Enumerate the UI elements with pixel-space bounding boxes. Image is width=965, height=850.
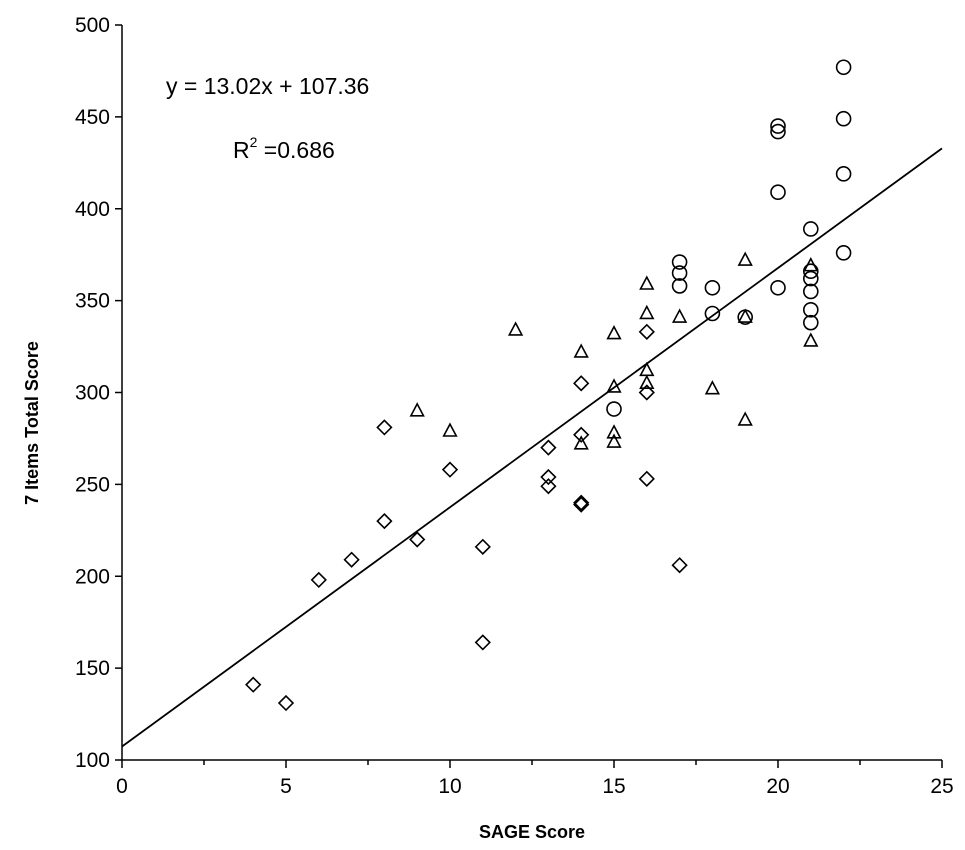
diamond-point xyxy=(409,531,426,548)
r-squared-exponent: 2 xyxy=(250,134,258,150)
triangle-point xyxy=(737,308,753,323)
circle-point xyxy=(770,279,786,296)
triangle-point xyxy=(573,343,589,358)
diamond-point xyxy=(474,538,491,555)
circle-point xyxy=(802,221,819,237)
triangle-point xyxy=(737,411,753,426)
diamond-point xyxy=(573,496,590,513)
diamond-point xyxy=(376,512,393,530)
diamond-point xyxy=(474,634,491,651)
triangle-point xyxy=(606,378,622,393)
y-tick-label: 400 xyxy=(75,198,110,221)
triangle-point xyxy=(639,275,655,290)
circle-point xyxy=(704,305,721,322)
regression-equation: y = 13.02x + 107.36 xyxy=(166,73,369,99)
diamond-point xyxy=(638,470,655,487)
r-squared-label: R2 =0.686 xyxy=(233,134,335,163)
x-tick-label: 0 xyxy=(116,775,128,798)
circle-point xyxy=(737,309,754,325)
diamond-point xyxy=(671,557,688,574)
circle-point xyxy=(802,283,819,300)
circle-point xyxy=(802,302,819,318)
x-tick-label: 20 xyxy=(766,775,789,798)
triangle-point xyxy=(606,324,622,340)
circle-point xyxy=(770,118,786,134)
diamond-point xyxy=(573,375,590,392)
circle-point xyxy=(835,245,852,261)
x-axis: 0 5 10 15 20 25 xyxy=(116,759,954,798)
triangle-point xyxy=(442,422,458,437)
y-tick-label: 200 xyxy=(75,565,110,588)
y-tick-label: 350 xyxy=(75,290,110,313)
triangle-point xyxy=(409,402,425,417)
diamond-point xyxy=(441,461,459,478)
diamond-point xyxy=(540,468,557,486)
circle-point xyxy=(606,401,622,417)
diamond-point xyxy=(540,478,557,495)
plot-area xyxy=(121,147,943,748)
y-axis-title: 7 Items Total Score xyxy=(22,341,42,505)
circle-point xyxy=(802,314,819,331)
triangle-point xyxy=(606,433,622,448)
diamond-point xyxy=(310,571,327,589)
triangle-point xyxy=(803,332,819,347)
circle-point xyxy=(835,59,852,76)
y-tick-label: 500 xyxy=(75,14,110,37)
triangle-point xyxy=(704,380,721,395)
circle-point xyxy=(671,265,688,281)
triangle-point xyxy=(639,361,655,377)
circle-point xyxy=(671,278,688,294)
x-tick-label: 5 xyxy=(280,775,292,798)
y-tick-label: 150 xyxy=(75,657,110,680)
diamond-point xyxy=(638,323,655,340)
trendline xyxy=(121,147,943,748)
diamond-point xyxy=(343,551,360,568)
triangle-point xyxy=(639,304,655,320)
x-tick-label: 15 xyxy=(602,775,625,798)
circle-point xyxy=(835,166,852,182)
x-tick-label: 25 xyxy=(930,775,953,798)
diamond-point xyxy=(573,494,590,511)
diamond-point xyxy=(277,694,295,712)
triangle-point xyxy=(737,251,753,266)
circle-point xyxy=(770,184,786,201)
triangle-point xyxy=(639,374,655,390)
y-tick-label: 250 xyxy=(75,473,110,496)
circle-point xyxy=(802,263,819,280)
y-tick-label: 300 xyxy=(75,382,110,405)
diamond-point xyxy=(245,676,262,693)
y-axis: 100 150 200 250 300 350 400 450 500 xyxy=(75,14,123,772)
y-tick-label: 450 xyxy=(75,106,110,129)
triangle-point xyxy=(507,321,524,336)
r-squared-letter: R xyxy=(233,137,250,163)
circle-point xyxy=(802,270,819,287)
triangle-point xyxy=(606,424,622,439)
circle-point xyxy=(770,123,786,140)
circle-point xyxy=(704,279,721,296)
triangle-point xyxy=(671,308,688,323)
circle-point xyxy=(671,254,688,270)
triangle-point xyxy=(573,435,589,450)
y-tick-label: 100 xyxy=(75,749,110,772)
diamond-point xyxy=(638,384,655,401)
diamond-point xyxy=(573,426,590,443)
diamond-point xyxy=(540,439,557,456)
diamond-point xyxy=(376,419,393,436)
data-points xyxy=(245,59,852,712)
x-tick-label: 10 xyxy=(438,775,461,798)
r-squared-value: =0.686 xyxy=(257,137,334,163)
circle-point xyxy=(835,110,852,127)
x-axis-title: SAGE Score xyxy=(479,822,585,842)
